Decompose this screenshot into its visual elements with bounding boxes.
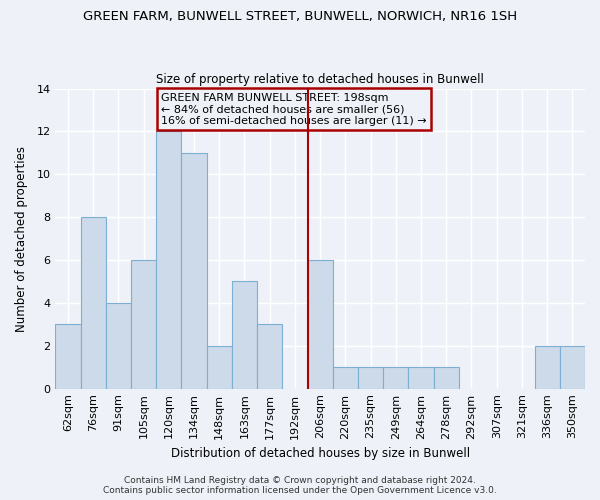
- Bar: [409, 367, 434, 388]
- Bar: [560, 346, 585, 389]
- Bar: [55, 324, 80, 388]
- Bar: [232, 282, 257, 389]
- X-axis label: Distribution of detached houses by size in Bunwell: Distribution of detached houses by size …: [170, 447, 470, 460]
- Text: GREEN FARM, BUNWELL STREET, BUNWELL, NORWICH, NR16 1SH: GREEN FARM, BUNWELL STREET, BUNWELL, NOR…: [83, 10, 517, 23]
- Bar: [383, 367, 409, 388]
- Bar: [131, 260, 156, 388]
- Bar: [156, 132, 181, 388]
- Bar: [257, 324, 283, 388]
- Text: GREEN FARM BUNWELL STREET: 198sqm
← 84% of detached houses are smaller (56)
16% : GREEN FARM BUNWELL STREET: 198sqm ← 84% …: [161, 93, 427, 126]
- Bar: [358, 367, 383, 388]
- Bar: [106, 303, 131, 388]
- Bar: [181, 153, 206, 388]
- Bar: [308, 260, 333, 388]
- Bar: [333, 367, 358, 388]
- Y-axis label: Number of detached properties: Number of detached properties: [15, 146, 28, 332]
- Bar: [80, 217, 106, 388]
- Bar: [535, 346, 560, 389]
- Bar: [434, 367, 459, 388]
- Title: Size of property relative to detached houses in Bunwell: Size of property relative to detached ho…: [156, 73, 484, 86]
- Bar: [206, 346, 232, 389]
- Text: Contains HM Land Registry data © Crown copyright and database right 2024.
Contai: Contains HM Land Registry data © Crown c…: [103, 476, 497, 495]
